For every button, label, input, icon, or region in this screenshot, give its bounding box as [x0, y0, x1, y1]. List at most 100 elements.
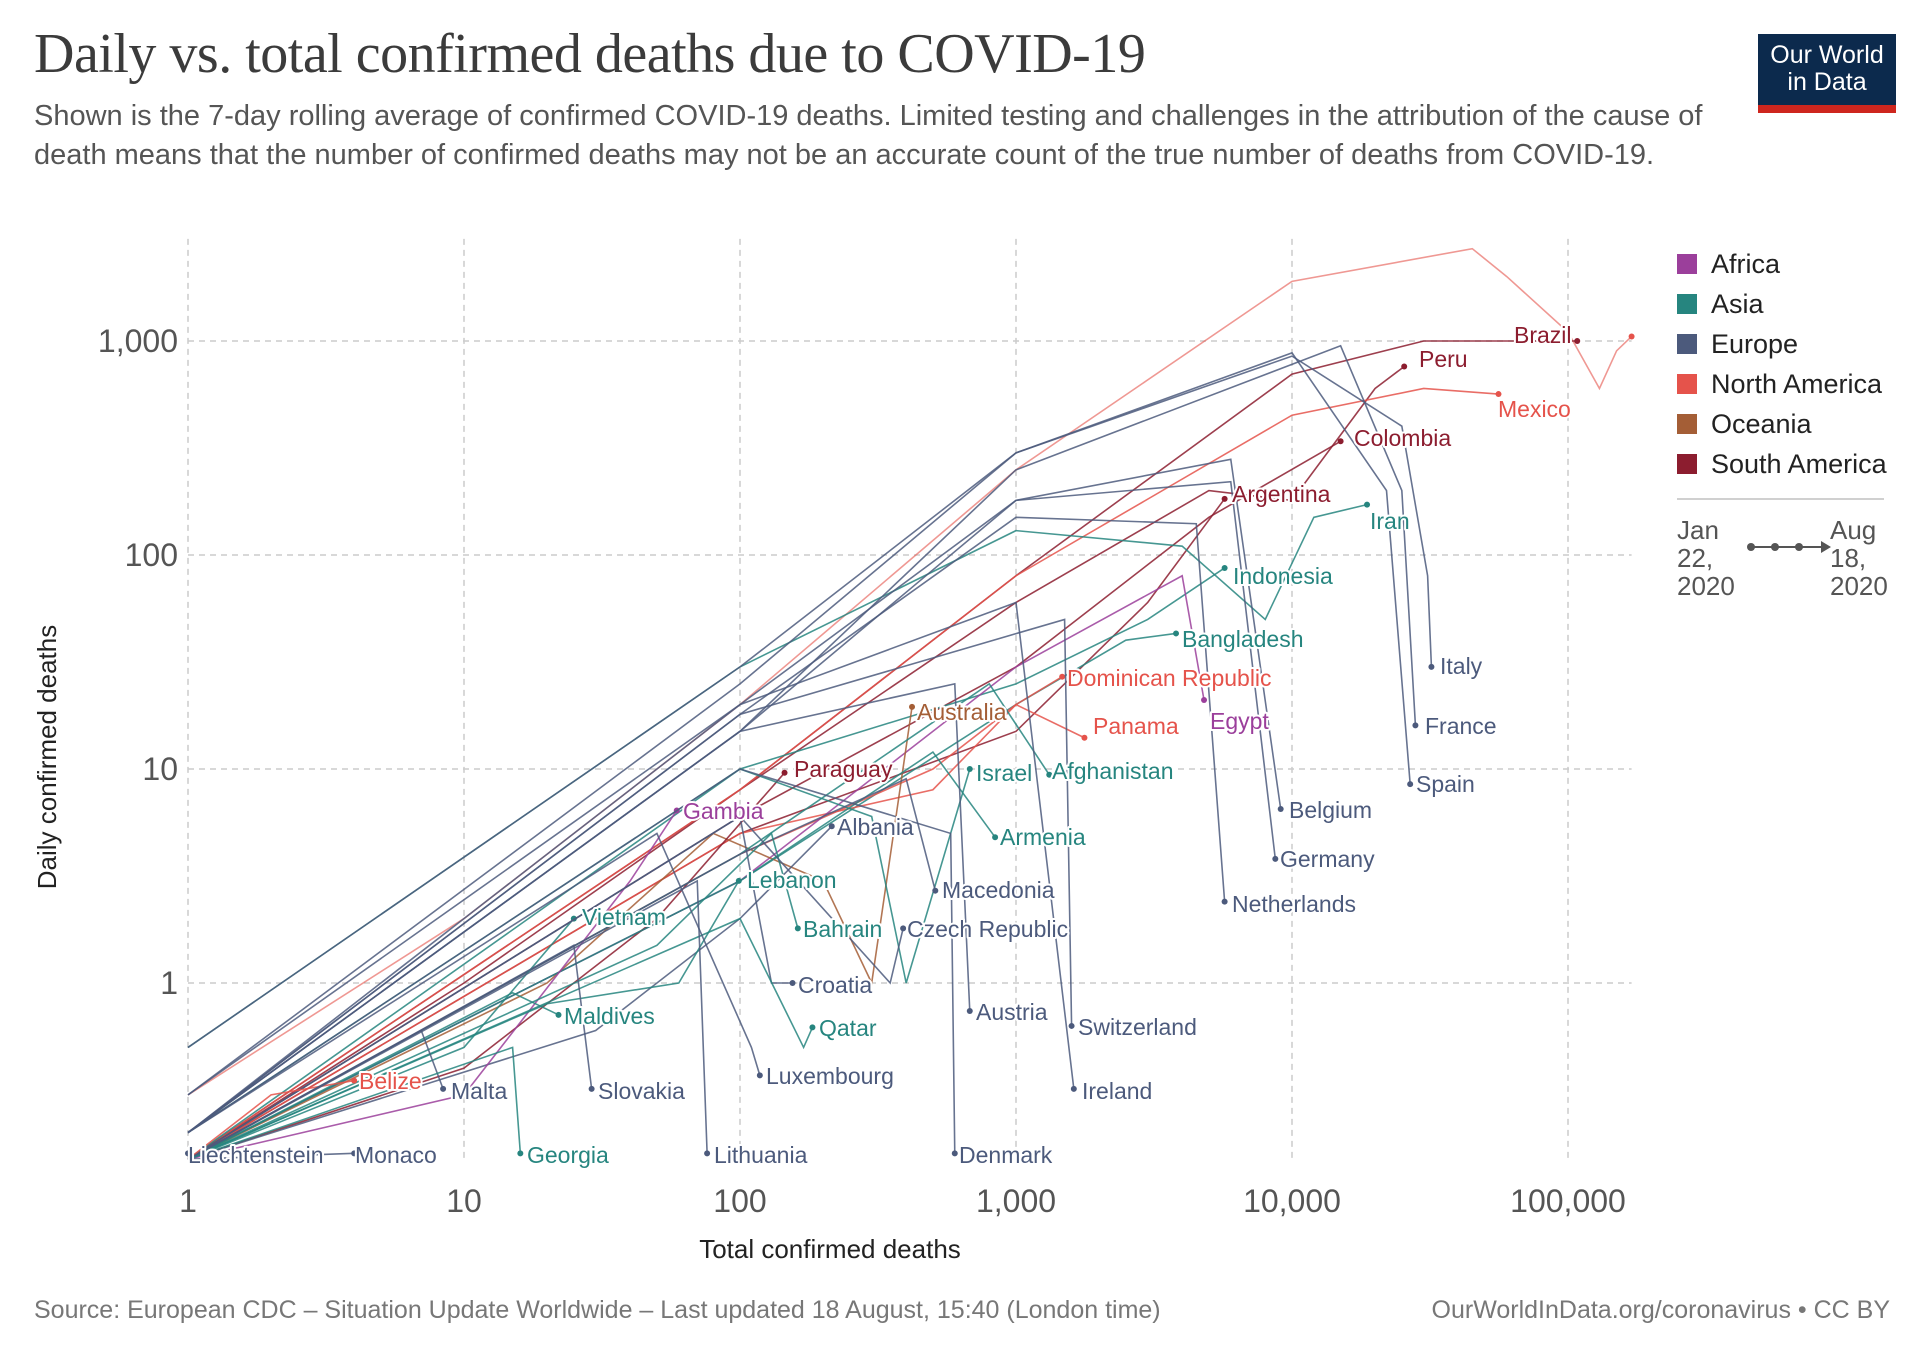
series-label[interactable]: Netherlands [1230, 889, 1358, 919]
series-label[interactable]: Spain [1414, 769, 1477, 799]
timeline-control[interactable]: Jan 22, 2020 Aug 18, 2020 [1677, 516, 1897, 606]
series-line-monaco[interactable] [187, 1152, 355, 1160]
series-label[interactable]: Panama [1091, 711, 1181, 741]
series-line-lithuania[interactable] [187, 879, 708, 1160]
series-endpoint[interactable] [1277, 806, 1284, 813]
series-endpoint[interactable] [1407, 781, 1414, 788]
series-endpoint[interactable] [1068, 1022, 1075, 1029]
series-line-georgia[interactable] [187, 1046, 522, 1160]
series-label[interactable]: Indonesia [1231, 561, 1335, 591]
series-label[interactable]: Switzerland [1076, 1012, 1199, 1042]
series-endpoint[interactable] [932, 887, 939, 894]
series-endpoint[interactable] [789, 980, 796, 986]
series-label[interactable]: Albania [835, 812, 916, 842]
series-label[interactable]: France [1423, 711, 1499, 741]
series-line-switzerland[interactable] [187, 618, 1073, 1134]
series-endpoint[interactable] [756, 1072, 763, 1079]
series-endpoint[interactable] [951, 1150, 958, 1157]
series-endpoint[interactable] [1173, 630, 1180, 637]
series-label[interactable]: Iran [1368, 506, 1412, 536]
series-line-vietnam[interactable] [187, 918, 575, 1160]
series-endpoint[interactable] [1081, 734, 1088, 741]
series-label[interactable]: Austria [974, 997, 1050, 1027]
series-label[interactable]: Peru [1417, 344, 1470, 374]
series-label[interactable]: Croatia [796, 970, 874, 1000]
series-label[interactable]: Belize [357, 1066, 424, 1096]
series-line-armenia[interactable] [187, 750, 996, 1160]
series-endpoint[interactable] [1401, 363, 1408, 370]
series-line-egypt[interactable] [187, 574, 1205, 1160]
series-label[interactable]: Macedonia [940, 875, 1057, 905]
series-endpoint[interactable] [1059, 673, 1066, 680]
series-endpoint[interactable] [555, 1011, 562, 1018]
legend-item-europe[interactable]: Europe [1677, 324, 1897, 364]
series-label[interactable]: Malta [449, 1076, 509, 1106]
series-endpoint[interactable] [809, 1024, 816, 1031]
series-endpoint[interactable] [351, 1150, 358, 1157]
series-line-denmark[interactable] [187, 768, 956, 1154]
series-endpoint[interactable] [704, 1150, 711, 1157]
series-label[interactable]: Bahrain [801, 914, 884, 944]
series-label[interactable]: Armenia [998, 822, 1088, 852]
series-label[interactable]: Denmark [957, 1140, 1055, 1170]
series-label[interactable]: Germany [1278, 844, 1377, 874]
series-label[interactable]: Czech Republic [905, 914, 1070, 944]
series-endpoint[interactable] [909, 703, 916, 710]
series-endpoint[interactable] [900, 925, 907, 932]
series-line-ireland[interactable] [187, 601, 1075, 1096]
series-endpoint[interactable] [1201, 697, 1208, 704]
series-line-australia[interactable] [187, 706, 913, 1160]
series-endpoint[interactable] [1221, 898, 1228, 905]
series-label[interactable]: Italy [1438, 651, 1485, 681]
series-endpoint[interactable] [992, 834, 999, 841]
series-endpoint[interactable] [1364, 501, 1371, 508]
series-label[interactable]: Bangladesh [1180, 624, 1306, 654]
series-label[interactable]: Georgia [525, 1140, 611, 1170]
series-line-mexico[interactable] [187, 387, 1499, 1160]
legend-item-africa[interactable]: Africa [1677, 244, 1897, 284]
series-line-qatar[interactable] [187, 917, 814, 1160]
series-label[interactable]: Slovakia [596, 1076, 687, 1106]
series-endpoint[interactable] [966, 766, 973, 772]
series-label[interactable]: Lithuania [712, 1140, 810, 1170]
timeline-arrow-icon[interactable] [1747, 537, 1837, 557]
series-label[interactable]: Maldives [562, 1001, 657, 1031]
series-line-italy[interactable] [187, 355, 1433, 1049]
series-label[interactable]: Afghanistan [1050, 756, 1175, 786]
series-endpoint[interactable] [1428, 663, 1435, 670]
series-label[interactable]: Liechtenstein [186, 1140, 326, 1170]
series-line-iran[interactable] [187, 503, 1368, 1049]
license-link[interactable]: OurWorldInData.org/coronavirus • CC BY [1431, 1296, 1890, 1324]
series-label[interactable]: Ireland [1080, 1076, 1154, 1106]
series-endpoint[interactable] [1628, 333, 1635, 340]
series-line-israel[interactable] [187, 768, 971, 1160]
series-endpoint[interactable] [1046, 771, 1053, 778]
series-label[interactable]: Israel [974, 758, 1034, 788]
series-endpoint[interactable] [781, 769, 788, 776]
series-endpoint[interactable] [1574, 338, 1581, 344]
series-endpoint[interactable] [794, 925, 801, 932]
series-label[interactable]: Belgium [1287, 795, 1374, 825]
series-line-bahrain[interactable] [187, 831, 799, 1160]
series-label[interactable]: Lebanon [745, 865, 839, 895]
series-line-austria[interactable] [187, 682, 971, 1134]
series-label[interactable]: Mexico [1496, 394, 1573, 424]
series-label[interactable]: Dominican Republic [1065, 663, 1274, 693]
owid-logo[interactable]: Our World in Data [1758, 34, 1896, 113]
series-endpoint[interactable] [1070, 1085, 1077, 1092]
series-endpoint[interactable] [1337, 438, 1344, 445]
series-endpoint[interactable] [1495, 391, 1502, 398]
series-label[interactable]: Vietnam [580, 902, 668, 932]
series-endpoint[interactable] [440, 1085, 447, 1092]
legend-item-south-america[interactable]: South America [1677, 444, 1897, 484]
series-line-croatia[interactable] [187, 815, 793, 1160]
series-label[interactable]: Gambia [681, 796, 766, 826]
legend-item-north-america[interactable]: North America [1677, 364, 1897, 404]
series-endpoint[interactable] [1221, 564, 1228, 571]
series-endpoint[interactable] [1412, 722, 1419, 729]
series-line-luxembourg[interactable] [187, 832, 761, 1134]
series-label[interactable]: Egypt [1208, 706, 1271, 736]
series-endpoint[interactable] [735, 877, 742, 884]
series-endpoint[interactable] [588, 1085, 595, 1092]
series-label[interactable]: Luxembourg [764, 1061, 896, 1091]
